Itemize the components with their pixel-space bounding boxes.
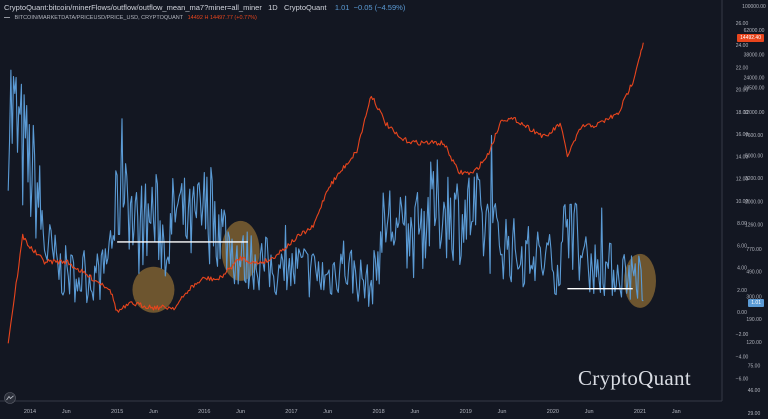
price-badge: 14492.40 [737,34,764,42]
price-values: 14492 H 14497.77 (+0.77%) [187,15,257,21]
x-tick-label: Jan [672,409,681,415]
y-tick-outflow: 16.00 [736,132,749,138]
x-tick-label: 2016 [198,409,210,415]
x-tick-label: 2017 [285,409,297,415]
y-tick-price: 29.00 [748,411,761,417]
x-tick-label: Jun [323,409,332,415]
legend-marker [4,17,10,19]
x-tick-label: 2015 [111,409,123,415]
highlight-ellipse [132,266,175,313]
y-tick-outflow: 6.00 [737,243,747,249]
support-layer [117,241,633,290]
x-tick-label: Jun [585,409,594,415]
tradingview-logo-icon [4,392,16,404]
last-value: 1.01 [334,3,350,12]
y-tick-price: 190.00 [746,317,762,323]
y-tick-price: 62000.00 [744,28,765,34]
x-tick-label: 2021 [634,409,646,415]
y-tick-outflow: 20.00 [736,88,749,94]
series-layer [7,42,644,344]
y-tick-outflow: 4.00 [737,266,747,272]
x-tick-label: 2018 [372,409,384,415]
series-title: CryptoQuant:bitcoin/minerFlows/outflow/o… [4,3,262,12]
price-legend: BITCOIN/MARKETDATA/PRICEUSD/PRICE_USD, C… [4,15,257,21]
x-tick-label: Jun [236,409,245,415]
x-tick-label: Jun [410,409,419,415]
y-tick-price: 770.00 [746,247,762,253]
y-tick-price: 5000.00 [745,154,763,160]
y-tick-price: 12000.00 [744,110,765,116]
y-tick-price: 2000.00 [745,199,763,205]
y-tick-outflow: 2.00 [737,288,747,294]
x-tick-label: Jun [62,409,71,415]
y-tick-outflow: 8.00 [737,221,747,227]
y-tick-outflow: −4.00 [736,354,749,360]
change-value: −0.05 (−4.59%) [353,3,406,12]
x-tick-label: 2020 [547,409,559,415]
y-tick-outflow: −2.00 [736,332,749,338]
interval-label: 1D [268,3,278,12]
price-series-title: BITCOIN/MARKETDATA/PRICEUSD/PRICE_USD, C… [14,15,184,21]
watermark: CryptoQuant [578,366,691,390]
series-price-line [7,42,644,344]
y-tick-price: 100000.00 [742,4,766,10]
y-tick-price: 1260.00 [745,223,763,229]
y-tick-outflow: 0.00 [737,310,747,316]
y-tick-price: 490.00 [746,270,762,276]
y-tick-price: 300.00 [746,294,762,300]
y-tick-outflow: 18.00 [736,110,749,116]
series-outflow-line [7,69,644,307]
y-tick-price: 7600.00 [745,133,763,139]
y-tick-price: 24000.00 [744,75,765,81]
y-tick-price: 19500.00 [744,86,765,92]
x-tick-label: Jun [149,409,158,415]
x-tick-label: 2019 [460,409,472,415]
y-tick-price: 75.00 [748,364,761,370]
chart-header: CryptoQuant:bitcoin/minerFlows/outflow/o… [4,3,405,12]
y-tick-outflow: 22.00 [736,65,749,71]
y-tick-outflow: −6.00 [736,377,749,383]
y-tick-price: 3200.00 [745,176,763,182]
y-tick-price: 120.00 [746,340,762,346]
source-label: CryptoQuant [283,3,327,12]
y-tick-outflow: 10.00 [736,199,749,205]
x-tick-label: 2014 [24,409,36,415]
outflow-badge: 1.01 [748,299,764,307]
y-tick-outflow: 12.00 [736,177,749,183]
y-tick-price: 38000.00 [744,52,765,58]
y-tick-outflow: 14.00 [736,154,749,160]
y-tick-outflow: 26.00 [736,21,749,27]
x-tick-label: Jun [498,409,507,415]
y-tick-price: 46.00 [748,388,761,394]
y-tick-outflow: 24.00 [736,43,749,49]
